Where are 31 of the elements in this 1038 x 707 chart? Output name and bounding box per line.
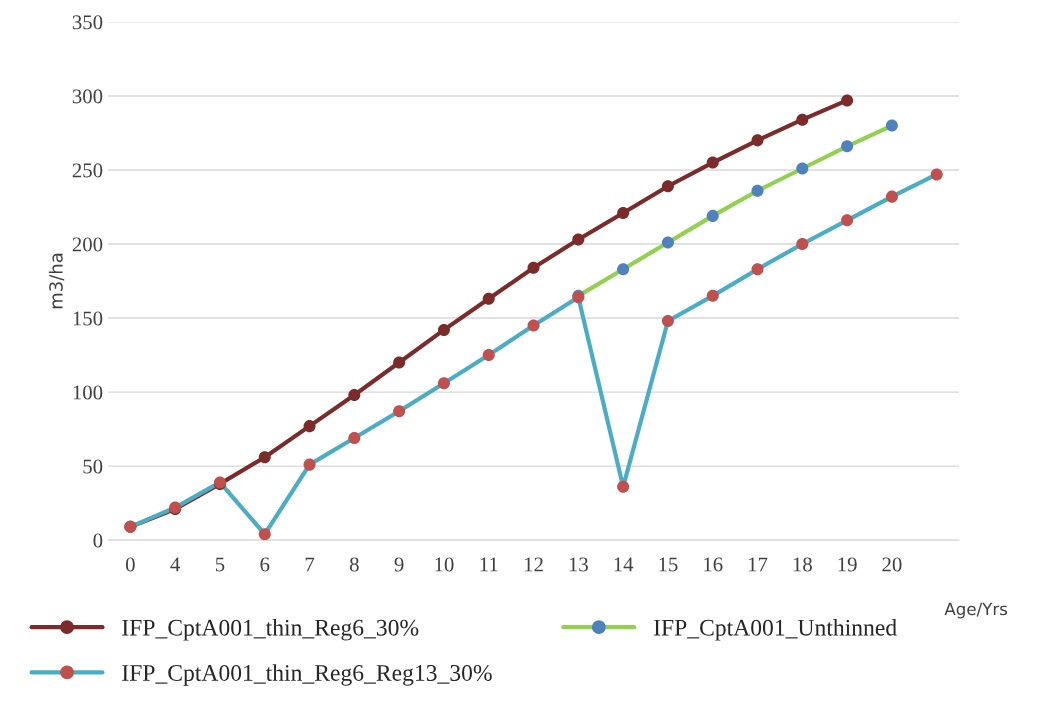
x-tick-label: 10: [435, 557, 454, 572]
x-tick-label: 20: [882, 557, 902, 572]
x-tick-label: 11: [480, 557, 498, 572]
x-tick-label: 8: [349, 557, 359, 572]
y-tick-label: 150: [73, 311, 103, 326]
y-tick-label: 200: [72, 237, 103, 252]
x-tick-label: 18: [793, 557, 812, 572]
x-tick-label: 12: [524, 557, 543, 572]
y-tick-label: 100: [73, 385, 103, 400]
legend-label: IFP_CptA001_Unthinned: [653, 619, 897, 641]
legend-label: IFP_CptA001_thin_Reg6_30%: [122, 619, 419, 641]
x-tick-label: 15: [659, 557, 678, 572]
x-tick-label: 6: [260, 557, 270, 572]
y-axis-title: m3/ha: [48, 253, 65, 309]
y-tick-label: 350: [72, 15, 103, 30]
x-tick-label: 17: [748, 557, 768, 572]
x-tick-label: 5: [215, 557, 225, 572]
y-tick-label: 250: [72, 163, 103, 178]
x-tick-label: 0: [125, 557, 135, 572]
x-tick-label: 7: [305, 557, 315, 572]
x-tick-label: 14: [614, 557, 634, 572]
legend-label: IFP_CptA001_thin_Reg6_Reg13_30%: [122, 664, 492, 686]
x-tick-label: 4: [170, 557, 181, 572]
y-tick-label: 50: [83, 459, 103, 474]
x-tick-label: 16: [704, 557, 723, 572]
y-tick-label: 300: [72, 89, 103, 104]
y-tick-label: 0: [93, 533, 103, 548]
x-axis-title: Age/Yrs: [944, 602, 1008, 619]
x-tick-label: 13: [569, 557, 588, 572]
x-tick-label: 9: [394, 557, 404, 572]
x-tick-label: 19: [838, 557, 857, 572]
